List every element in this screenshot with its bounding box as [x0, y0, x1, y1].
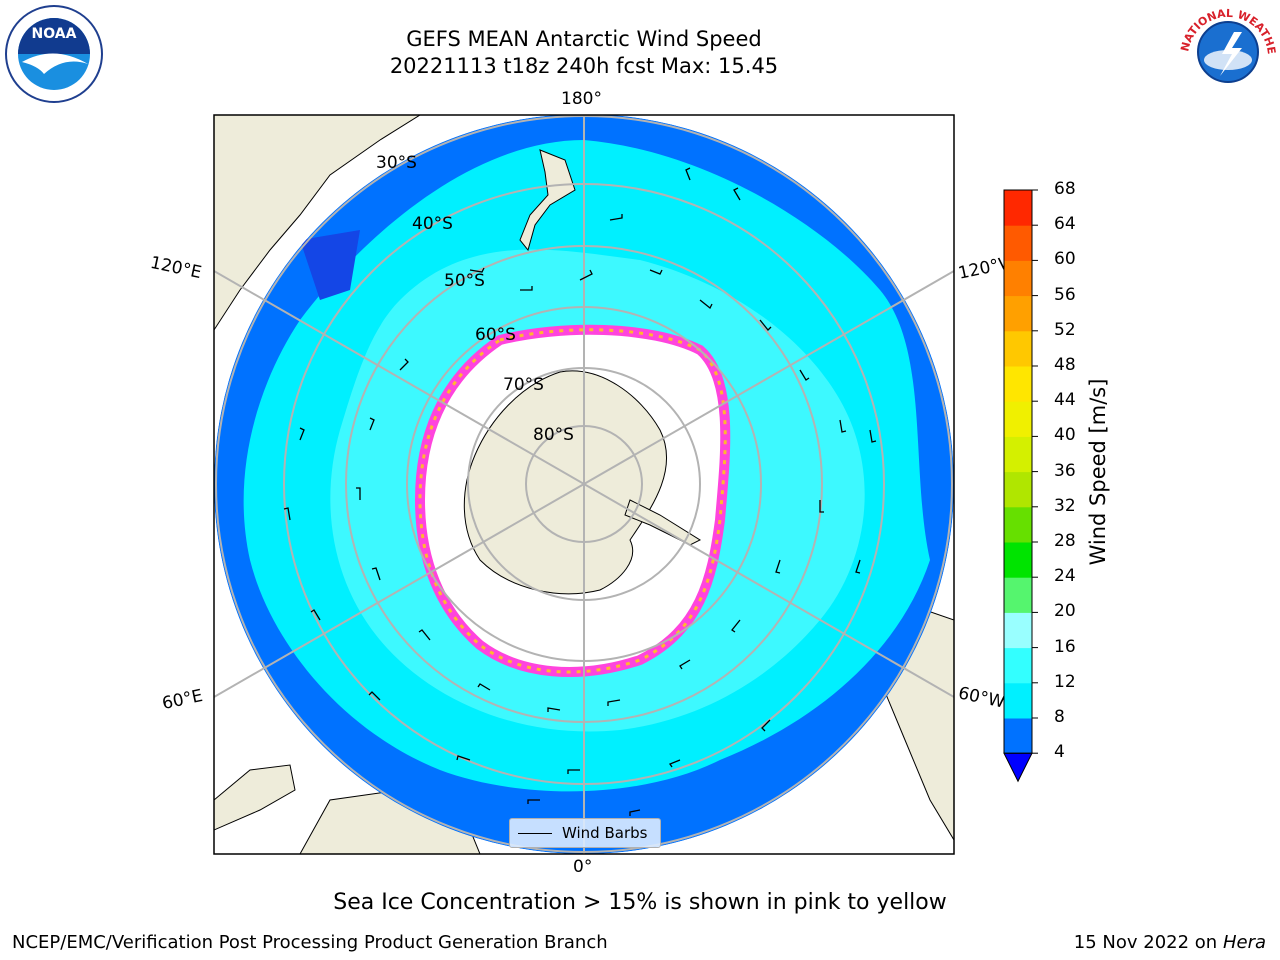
legend-label: Wind Barbs — [562, 824, 648, 842]
wind-barb — [369, 417, 375, 431]
colorbar-tick-label: 56 — [1054, 284, 1076, 305]
wind-barb — [855, 559, 861, 574]
caption: Sea Ice Concentration > 15% is shown in … — [333, 890, 947, 915]
wind-barb — [579, 269, 593, 281]
wind-barb — [368, 691, 381, 701]
wind-barb — [699, 299, 713, 310]
colorbar-tick-label: 64 — [1054, 214, 1076, 235]
wind-barb — [527, 799, 540, 804]
wind-barb — [839, 419, 847, 433]
wind-barb — [869, 429, 877, 443]
wind-barb — [799, 369, 810, 381]
chart-title: GEFS MEAN Antarctic Wind Speed — [406, 27, 762, 51]
colorbar-tick-label: 68 — [1054, 179, 1076, 199]
wind-barb — [607, 699, 621, 706]
lat-label-60s: 60°S — [475, 325, 516, 345]
wind-barb — [469, 267, 485, 273]
colorbar-tick-label: 16 — [1054, 636, 1076, 657]
machine-name: Hera — [1222, 932, 1266, 953]
colorbar-segment — [1004, 542, 1032, 578]
madagascar-land — [214, 764, 296, 831]
colorbar-segment — [1004, 647, 1032, 684]
wind-barb — [399, 358, 409, 371]
wind-barb — [679, 659, 691, 670]
australia-land — [214, 115, 421, 331]
colorbar-tick-label: 52 — [1054, 319, 1076, 340]
colorbar-tick-label: 44 — [1054, 390, 1076, 411]
wind-barb — [733, 187, 741, 201]
colorbar-tick-label: 40 — [1054, 425, 1076, 446]
wind-barb — [759, 319, 772, 331]
wind-barb — [669, 759, 681, 768]
wind-barb — [547, 707, 561, 712]
colorbar — [1003, 189, 1038, 783]
wind-barb — [418, 629, 431, 641]
wind-barb — [477, 683, 491, 691]
colorbar-tick-label: 36 — [1054, 460, 1076, 481]
wind-barb — [283, 507, 291, 521]
wind-barb — [609, 214, 623, 221]
wind-barb — [567, 769, 580, 774]
colorbar-segment — [1004, 577, 1032, 613]
colorbar-label: Wind Speed [m/s] — [1086, 378, 1110, 566]
lon-label-180: 180° — [561, 89, 602, 109]
wind-barb — [819, 500, 824, 513]
wind-barb — [520, 286, 533, 291]
colorbar-segment — [1004, 718, 1032, 754]
colorbar-segment — [1004, 330, 1032, 367]
wind-barb — [356, 487, 361, 500]
lat-label-50s: 50°S — [444, 271, 485, 291]
new-zealand-land — [519, 149, 576, 252]
wind-barb — [310, 609, 321, 621]
wind-barb — [649, 269, 663, 275]
wind-barb — [371, 567, 381, 581]
lat-label-70s: 70°S — [503, 375, 544, 395]
wind-barb — [456, 755, 471, 761]
wind-barb — [685, 167, 691, 181]
colorbar-segment — [1004, 190, 1032, 226]
credit: NCEP/EMC/Verification Post Processing Pr… — [12, 932, 608, 953]
wind-region-low-southwest — [300, 230, 360, 300]
colorbar-segment — [1004, 682, 1032, 719]
colorbar-segment — [1004, 401, 1032, 437]
colorbar-segment — [1004, 225, 1032, 261]
colorbar-segment — [1004, 471, 1032, 508]
nws-logo: NATIONAL WEATHER SERVICE — [1178, 2, 1278, 100]
lon-label-0: 0° — [573, 857, 593, 877]
colorbar-tick-label: 4 — [1054, 742, 1065, 763]
colorbar-extend-arrow — [1003, 752, 1033, 783]
colorbar-tick-label: 8 — [1054, 707, 1065, 727]
colorbar-segment — [1004, 295, 1032, 332]
date-text: 15 Nov 2022 on — [1073, 932, 1218, 953]
wind-barb — [731, 619, 741, 633]
date-stamp: 15 Nov 2022 on Hera — [1074, 932, 1266, 953]
colorbar-tick-label: 28 — [1054, 531, 1076, 551]
lat-label-30s: 30°S — [376, 153, 417, 173]
colorbar-segment — [1004, 506, 1032, 543]
colorbar-segment — [1004, 436, 1032, 473]
wind-barbs — [283, 167, 877, 816]
colorbar-tick-label: 12 — [1054, 671, 1076, 692]
wind-barb — [299, 427, 305, 441]
colorbar-segment — [1004, 260, 1032, 297]
colorbar-segment — [1004, 612, 1032, 649]
legend-line — [518, 832, 552, 834]
wind-barb — [629, 809, 641, 816]
noaa-logo-text: NOAA — [32, 26, 77, 42]
colorbar-tick-label: 48 — [1054, 355, 1076, 375]
wind-barb — [775, 559, 781, 574]
lat-label-80s: 80°S — [533, 425, 574, 445]
colorbar-tick-label: 32 — [1054, 495, 1076, 516]
wind-barb — [761, 719, 771, 732]
chart-subtitle: 20221113 t18z 240h fcst Max: 15.45 — [389, 54, 779, 78]
colorbar-tick-label: 24 — [1054, 566, 1076, 587]
colorbar-tick-label: 20 — [1054, 601, 1076, 622]
map-legend: Wind Barbs — [509, 818, 661, 848]
antarctica-land — [463, 370, 668, 595]
colorbar-segment — [1004, 366, 1032, 402]
colorbar-tick-label: 60 — [1054, 249, 1076, 270]
lat-label-40s: 40°S — [412, 214, 453, 234]
noaa-logo: NOAA — [5, 5, 103, 103]
